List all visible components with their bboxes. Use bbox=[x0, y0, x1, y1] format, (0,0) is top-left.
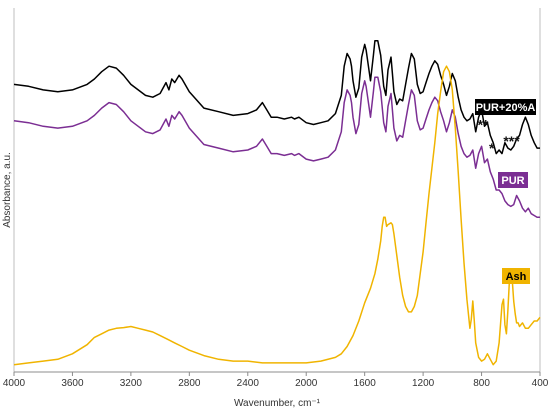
x-axis: 4000 3600 3200 2800 2400 2000 1600 1200 800 400 bbox=[3, 371, 549, 389]
peak-markers: *** *** bbox=[478, 116, 521, 156]
series-lines bbox=[13, 40, 541, 366]
series-label-pur-20-a: PUR+20%A bbox=[476, 102, 536, 114]
x-tick-label: 4000 bbox=[3, 378, 26, 389]
x-tick-label: 400 bbox=[532, 378, 549, 389]
series-line-pur bbox=[13, 76, 540, 219]
series-line-ash bbox=[13, 65, 541, 366]
series-label-ash: Ash bbox=[506, 271, 527, 283]
x-tick-label: 3600 bbox=[61, 378, 84, 389]
peak-marker: *** bbox=[503, 133, 520, 149]
x-tick-label: 1600 bbox=[354, 378, 377, 389]
x-axis-title: Wavenumber, cm⁻¹ bbox=[234, 398, 321, 409]
peak-marker: ** bbox=[478, 116, 489, 132]
x-tick-label: 3200 bbox=[120, 378, 143, 389]
series-line-pur-20-a bbox=[13, 40, 540, 155]
series-label-box-ash bbox=[502, 268, 530, 284]
peak-marker: * bbox=[489, 140, 495, 156]
x-tick-label: 2400 bbox=[237, 378, 260, 389]
series-labels: PUR+20%A PUR Ash bbox=[475, 99, 536, 284]
x-tick-label: 800 bbox=[473, 378, 490, 389]
x-tick-label: 2800 bbox=[178, 378, 201, 389]
x-tick-label: 1200 bbox=[412, 378, 435, 389]
series-label-box-pur-20-a bbox=[475, 99, 536, 115]
x-tick-label: 2000 bbox=[295, 378, 318, 389]
y-axis-title: Absorbance, a.u. bbox=[2, 152, 13, 228]
series-label-pur: PUR bbox=[501, 175, 524, 187]
plot-area bbox=[13, 8, 541, 372]
series-label-box-pur bbox=[498, 172, 528, 188]
